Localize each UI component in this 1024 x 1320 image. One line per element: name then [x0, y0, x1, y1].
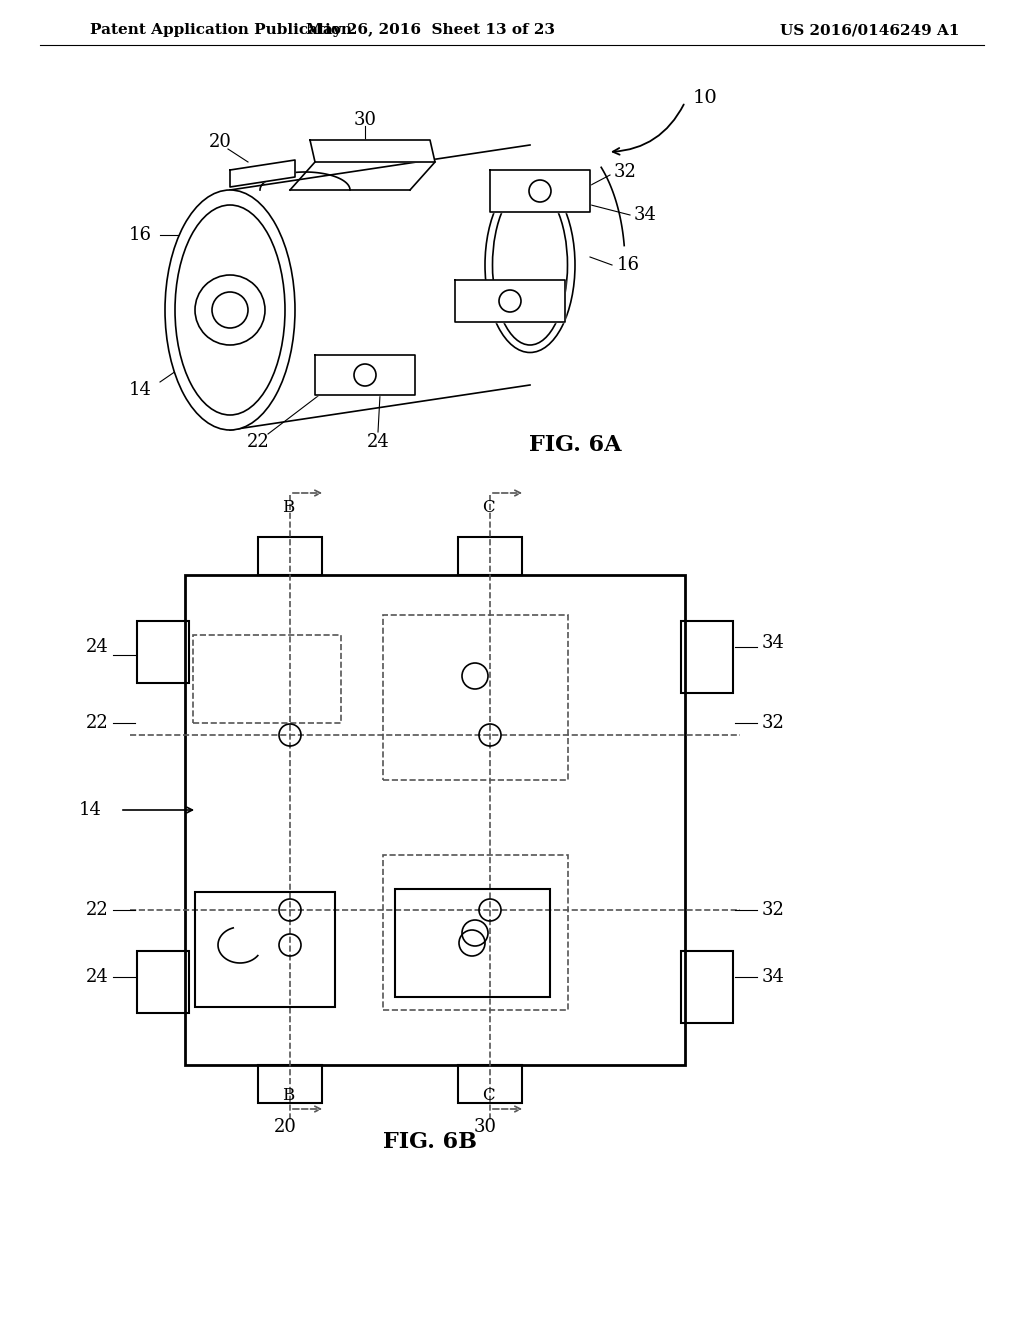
Bar: [395, 888, 550, 997]
Text: 32: 32: [613, 162, 637, 181]
Text: 22: 22: [86, 902, 109, 919]
Text: US 2016/0146249 A1: US 2016/0146249 A1: [780, 22, 959, 37]
Text: 32: 32: [762, 902, 784, 919]
Bar: [383, 615, 568, 780]
Bar: [137, 950, 189, 1012]
Text: 20: 20: [273, 1118, 296, 1137]
Bar: [185, 576, 685, 1065]
Text: 34: 34: [634, 206, 656, 224]
Text: May 26, 2016  Sheet 13 of 23: May 26, 2016 Sheet 13 of 23: [305, 22, 555, 37]
Text: FIG. 6A: FIG. 6A: [528, 434, 622, 455]
Polygon shape: [490, 170, 590, 213]
Text: 24: 24: [86, 968, 109, 986]
Text: 34: 34: [762, 968, 784, 986]
Text: 32: 32: [762, 714, 784, 733]
Text: C: C: [481, 1086, 495, 1104]
Bar: [383, 855, 568, 1010]
Text: 24: 24: [367, 433, 389, 451]
Text: 16: 16: [128, 226, 152, 244]
Text: C: C: [481, 499, 495, 516]
Text: 10: 10: [692, 88, 718, 107]
Bar: [195, 892, 335, 1007]
Ellipse shape: [485, 177, 575, 352]
Ellipse shape: [165, 190, 295, 430]
Text: 14: 14: [129, 381, 152, 399]
Bar: [137, 620, 189, 682]
Bar: [681, 950, 733, 1023]
Text: 30: 30: [353, 111, 377, 129]
Text: Patent Application Publication: Patent Application Publication: [90, 22, 352, 37]
Bar: [258, 1065, 322, 1104]
Text: FIG. 6B: FIG. 6B: [383, 1131, 477, 1152]
Text: 20: 20: [209, 133, 231, 150]
Text: B: B: [282, 499, 294, 516]
Bar: [458, 537, 522, 576]
Text: 16: 16: [616, 256, 640, 275]
Text: 30: 30: [473, 1118, 497, 1137]
Polygon shape: [310, 140, 435, 162]
Text: B: B: [282, 1086, 294, 1104]
Bar: [458, 1065, 522, 1104]
Bar: [193, 635, 341, 723]
Text: 24: 24: [86, 638, 109, 656]
Polygon shape: [230, 160, 295, 187]
Text: 34: 34: [762, 634, 784, 652]
Polygon shape: [455, 280, 565, 322]
Text: 22: 22: [86, 714, 109, 733]
Bar: [258, 537, 322, 576]
Text: 22: 22: [247, 433, 269, 451]
Bar: [681, 620, 733, 693]
Polygon shape: [315, 355, 415, 395]
Text: 14: 14: [79, 801, 101, 818]
